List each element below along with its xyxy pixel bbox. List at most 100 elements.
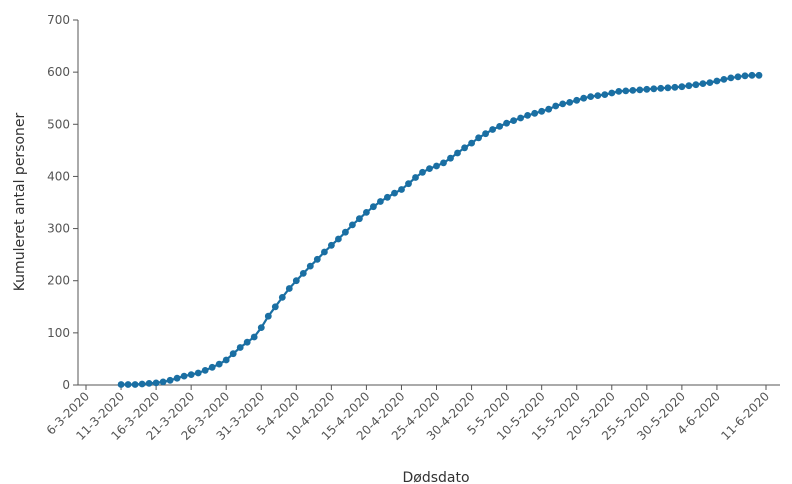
data-point	[306, 262, 314, 270]
data-point	[356, 215, 363, 223]
data-point	[363, 209, 370, 216]
data-point	[152, 379, 160, 387]
data-point	[622, 87, 630, 95]
data-point	[741, 72, 749, 80]
data-point	[657, 84, 665, 92]
data-point	[678, 83, 686, 91]
data-point	[545, 105, 553, 113]
series-line	[121, 74, 759, 386]
data-point	[321, 248, 328, 256]
data-point	[229, 350, 237, 358]
data-point	[629, 87, 637, 94]
y-tick-label: 700	[47, 13, 70, 27]
data-point	[524, 112, 531, 119]
data-point	[608, 89, 616, 97]
data-point	[734, 73, 742, 81]
data-point	[643, 85, 651, 93]
data-point	[194, 369, 202, 377]
data-point	[496, 123, 503, 130]
data-point	[299, 270, 307, 277]
x-axis-title: Dødsdato	[402, 470, 469, 484]
data-point	[587, 93, 595, 100]
y-axis: 0 100 200 300 400 500 600 700	[47, 13, 79, 392]
data-point	[292, 277, 300, 285]
data-point	[208, 363, 216, 371]
data-point	[215, 360, 223, 368]
data-point	[692, 81, 700, 89]
y-tick-label: 0	[62, 378, 70, 392]
data-point	[236, 344, 244, 351]
data-point	[370, 203, 377, 211]
data-point	[131, 381, 139, 388]
y-tick-label: 100	[47, 326, 70, 340]
data-point	[278, 294, 286, 301]
data-point	[538, 107, 546, 115]
data-point	[349, 221, 356, 229]
data-point	[342, 228, 349, 236]
data-point	[138, 380, 146, 388]
data-point	[615, 88, 623, 95]
data-point	[706, 79, 714, 86]
data-point	[405, 180, 412, 188]
data-point	[271, 303, 279, 311]
data-point	[685, 82, 693, 90]
data-point	[433, 162, 440, 170]
data-point	[489, 126, 496, 133]
data-point	[285, 285, 293, 292]
data-point	[159, 378, 167, 386]
data-point	[117, 381, 125, 388]
data-point	[601, 91, 609, 98]
data-point	[243, 338, 251, 346]
data-point	[755, 71, 763, 79]
data-point	[398, 186, 405, 193]
data-point	[552, 102, 560, 110]
data-point	[566, 99, 574, 106]
y-tick-label: 600	[47, 65, 70, 79]
data-point	[720, 76, 728, 83]
data-point	[559, 100, 567, 108]
data-point	[440, 159, 447, 167]
data-point	[180, 372, 188, 380]
data-point	[461, 144, 468, 152]
y-axis-title: Kumuleret antal personer	[12, 112, 28, 291]
data-point	[313, 255, 321, 263]
data-point	[594, 92, 602, 99]
data-point	[727, 74, 735, 82]
data-point	[650, 85, 658, 93]
data-point	[699, 80, 707, 87]
data-point	[580, 94, 588, 102]
y-tick-label: 400	[47, 169, 70, 183]
data-point	[145, 380, 153, 387]
y-tick-label: 500	[47, 117, 70, 131]
data-point	[748, 71, 756, 79]
x-axis: 6-3-202011-3-202016-3-202021-3-202026-3-…	[44, 384, 780, 443]
data-point	[482, 130, 489, 138]
data-point	[636, 86, 644, 94]
data-point	[664, 84, 672, 92]
data-point	[475, 134, 482, 142]
y-tick-label: 200	[47, 274, 70, 288]
data-point	[222, 356, 230, 364]
x-tick-label: 11-6-2020	[718, 389, 772, 443]
data-point	[517, 114, 524, 122]
data-point	[335, 235, 342, 243]
data-point	[257, 324, 265, 331]
data-point	[391, 189, 398, 197]
data-point	[124, 381, 132, 388]
data-point	[384, 193, 391, 201]
data-point	[671, 83, 679, 91]
data-point	[468, 139, 475, 147]
data-point	[454, 149, 461, 157]
data-point	[173, 374, 181, 382]
data-point	[531, 109, 539, 117]
data-point	[503, 119, 510, 127]
data-point	[201, 367, 209, 374]
data-point	[264, 312, 272, 320]
series-group	[117, 71, 763, 388]
data-point	[713, 77, 721, 85]
data-point	[328, 241, 335, 249]
y-tick-label: 300	[47, 222, 70, 236]
data-point	[573, 96, 581, 104]
